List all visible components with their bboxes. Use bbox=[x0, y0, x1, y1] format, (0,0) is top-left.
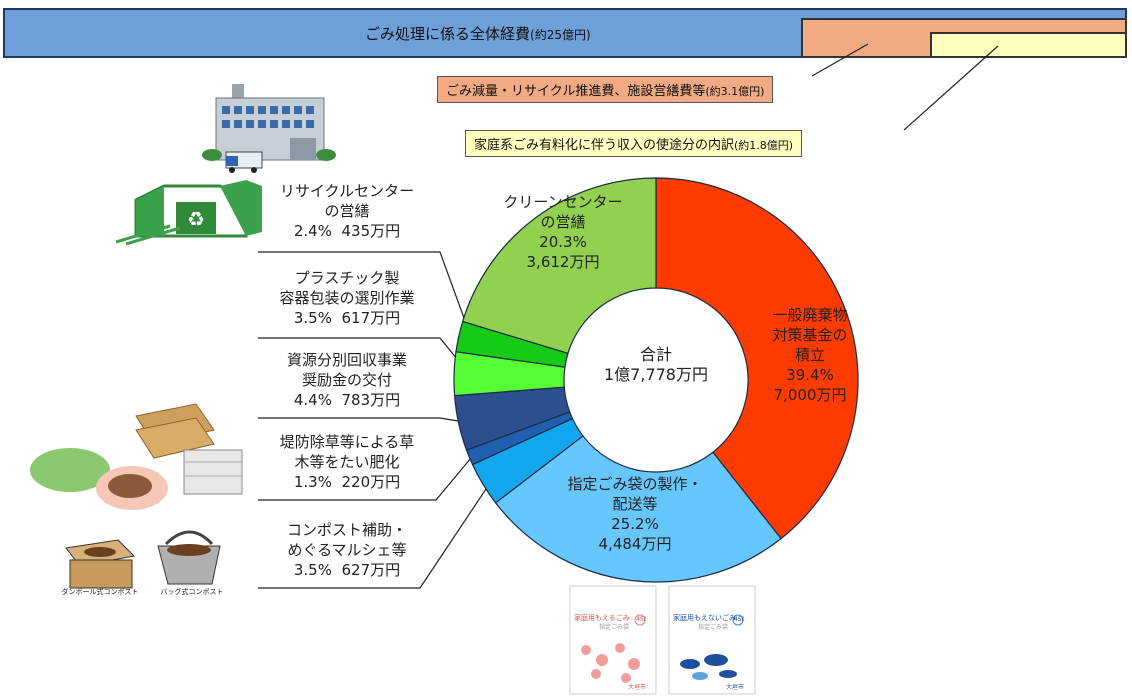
bag-blue-title: 家庭用もえないごみ bbox=[673, 614, 736, 622]
label-compost: コンポスト補助・ めぐるマルシェ等 3.5% 627万円 bbox=[252, 520, 442, 580]
fee-revenue-note: (約1.8億円) bbox=[734, 139, 794, 152]
compost-values: 3.5% 627万円 bbox=[252, 560, 442, 580]
plastic-name-line2: 容器包装の選別作業 bbox=[279, 289, 415, 307]
compost-bag-caption: バッグ式コンポスト bbox=[160, 588, 224, 596]
recycle-name-line2: の営繕 bbox=[324, 202, 370, 220]
resource-materials-icon bbox=[30, 403, 243, 510]
compost-box-icon bbox=[65, 539, 136, 589]
callout-connector-orange bbox=[811, 43, 869, 77]
clean-name-line2: の営繕 bbox=[540, 213, 586, 231]
total-cost-label: ごみ処理に係る全体経費 bbox=[365, 25, 531, 43]
bag-blue-city: 大垣市 bbox=[725, 684, 744, 691]
compost-name-line2: めぐるマルシェ等 bbox=[287, 541, 407, 559]
leader-compost bbox=[258, 473, 497, 589]
weeds-name-line2: 木等をたい肥化 bbox=[294, 453, 400, 471]
incentive-name-line1: 資源分別回収事業 bbox=[286, 351, 407, 369]
bags-amount: 4,484万円 bbox=[598, 535, 672, 553]
incentive-percent: 4.4% bbox=[293, 391, 332, 409]
slice-label-clean: クリーンセンター の営繕 20.3% 3,612万円 bbox=[488, 192, 638, 272]
fee-revenue-callout: 家庭系ごみ有料化に伴う収入の使途分の内訳(約1.8億円) bbox=[465, 130, 803, 157]
label-weeds: 堤防除草等による草 木等をたい肥化 1.3% 220万円 bbox=[252, 432, 442, 492]
bag-blue-size: 45ℓ bbox=[733, 616, 745, 623]
fund-name-line2: 対策基金の bbox=[772, 326, 848, 344]
label-recycle: リサイクルセンター の営繕 2.4% 435万円 bbox=[252, 181, 442, 241]
bag-orange-size: 45ℓ bbox=[635, 616, 647, 623]
recycle-center-building-icon: ♻ bbox=[115, 180, 262, 246]
compost-bag-icon bbox=[157, 530, 221, 585]
label-incentive: 資源分別回収事業 奨励金の交付 4.4% 783万円 bbox=[252, 350, 442, 410]
slice-label-fund: 一般廃棄物 対策基金の 積立 39.4% 7,000万円 bbox=[730, 305, 890, 405]
leader-weeds bbox=[258, 451, 477, 501]
designated-bag-blue-icon bbox=[668, 585, 756, 695]
callout-connector-yellow bbox=[903, 45, 999, 131]
compost-percent: 3.5% bbox=[293, 561, 332, 579]
clean-percent: 20.3% bbox=[539, 233, 587, 251]
plastic-amount: 617万円 bbox=[341, 309, 401, 327]
plastic-percent: 3.5% bbox=[293, 309, 332, 327]
svg-text:♻: ♻ bbox=[187, 207, 205, 231]
incentive-amount: 783万円 bbox=[341, 391, 401, 409]
compost-box-caption: ダンボール式コンポスト bbox=[61, 588, 139, 596]
center-total-value: 1億7,778万円 bbox=[604, 365, 708, 384]
bag-orange-city: 大垣市 bbox=[627, 684, 646, 691]
recycle-values: 2.4% 435万円 bbox=[252, 221, 442, 241]
bags-percent: 25.2% bbox=[611, 515, 659, 533]
bag-blue-sub: 指定ごみ袋 bbox=[697, 624, 728, 631]
promotion-cost-note: (約3.1億円) bbox=[705, 85, 765, 98]
bags-name-line1: 指定ごみ袋の製作・ bbox=[567, 475, 703, 493]
fund-name-line1: 一般廃棄物 bbox=[772, 306, 848, 324]
plastic-name-line1: プラスチック製 bbox=[294, 269, 400, 287]
fee-revenue-label: 家庭系ごみ有料化に伴う収入の使途分の内訳 bbox=[474, 138, 735, 153]
recycle-percent: 2.4% bbox=[293, 222, 332, 240]
weeds-name-line1: 堤防除草等による草 bbox=[279, 433, 415, 451]
designated-bag-orange-icon bbox=[569, 585, 657, 695]
slice-fund bbox=[655, 177, 859, 540]
recycle-amount: 435万円 bbox=[341, 222, 401, 240]
compost-name-line1: コンポスト補助・ bbox=[286, 521, 407, 539]
promotion-cost-callout: ごみ減量・リサイクル推進費、施設営繕費等(約3.1億円) bbox=[437, 76, 774, 103]
fund-name-line3: 積立 bbox=[794, 346, 825, 364]
total-cost-note: (約25億円) bbox=[530, 28, 591, 42]
weeds-percent: 1.3% bbox=[293, 473, 332, 491]
donut-chart bbox=[453, 177, 859, 583]
plastic-values: 3.5% 617万円 bbox=[252, 308, 442, 328]
center-total-heading: 合計 bbox=[639, 345, 672, 364]
clean-center-building-icon bbox=[202, 84, 336, 173]
recycle-name-line1: リサイクルセンター bbox=[279, 182, 415, 200]
bags-name-line2: 配送等 bbox=[612, 495, 658, 513]
slice-bags bbox=[494, 435, 782, 583]
donut-center-label: 合計 1億7,778万円 bbox=[576, 345, 736, 385]
compost-amount: 627万円 bbox=[341, 561, 401, 579]
clean-name-line1: クリーンセンター bbox=[503, 193, 623, 211]
weeds-amount: 220万円 bbox=[341, 473, 401, 491]
slice-clean bbox=[461, 177, 657, 355]
clean-amount: 3,612万円 bbox=[526, 253, 600, 271]
label-plastic: プラスチック製 容器包装の選別作業 3.5% 617万円 bbox=[252, 268, 442, 328]
bag-orange-sub: 指定ごみ袋 bbox=[598, 624, 629, 631]
weeds-values: 1.3% 220万円 bbox=[252, 472, 442, 492]
fund-percent: 39.4% bbox=[786, 366, 834, 384]
fund-amount: 7,000万円 bbox=[773, 386, 847, 404]
total-cost-title: ごみ処理に係る全体経費(約25億円) bbox=[365, 23, 591, 44]
fee-revenue-bar bbox=[930, 32, 1127, 58]
incentive-values: 4.4% 783万円 bbox=[252, 390, 442, 410]
leader-incentive bbox=[258, 417, 471, 424]
slice-label-bags: 指定ごみ袋の製作・ 配送等 25.2% 4,484万円 bbox=[540, 474, 730, 554]
incentive-name-line2: 奨励金の交付 bbox=[301, 371, 392, 389]
bag-orange-title: 家庭用もえるごみ bbox=[574, 614, 630, 622]
promotion-cost-label: ごみ減量・リサイクル推進費、施設営繕費等 bbox=[446, 84, 706, 99]
leader-recycle bbox=[258, 251, 473, 341]
